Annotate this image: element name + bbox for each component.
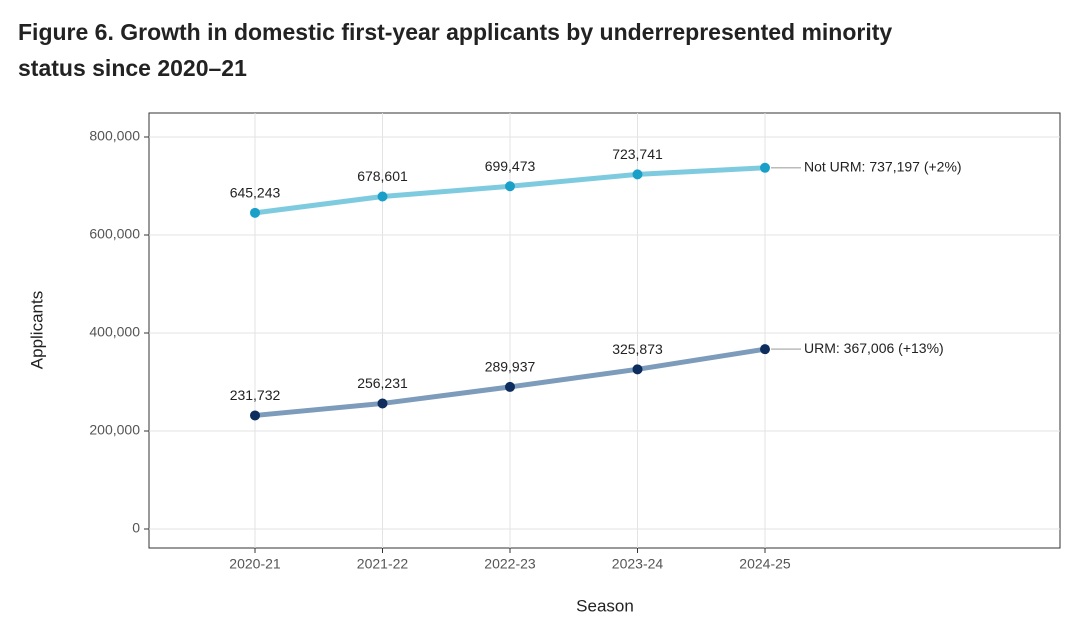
point [377, 191, 388, 202]
y-tick-label: 0 [132, 520, 140, 536]
x-tick-label: 2020-21 [229, 556, 281, 572]
data-label: 256,231 [357, 375, 408, 391]
y-axis-label: Applicants [27, 291, 46, 369]
y-tick-label: 200,000 [89, 422, 140, 438]
point [377, 398, 388, 409]
data-label: 325,873 [612, 341, 663, 357]
point [250, 207, 260, 218]
data-label: 723,741 [612, 146, 663, 162]
data-label: 289,937 [485, 359, 536, 375]
point [250, 410, 260, 421]
data-label: 645,243 [230, 185, 281, 201]
point [632, 169, 643, 180]
chart-title: Figure 6. Growth in domestic first-year … [18, 19, 893, 81]
x-tick-label: 2024-25 [739, 556, 791, 572]
x-tick-label: 2021-22 [357, 556, 409, 572]
point [760, 162, 770, 173]
data-label: 678,601 [357, 168, 408, 184]
y-tick-label: 600,000 [89, 226, 140, 242]
x-tick-label: 2022-23 [484, 556, 536, 572]
point [632, 364, 643, 375]
plot-frame [148, 112, 1061, 549]
point [505, 181, 515, 192]
data-label: 231,732 [230, 387, 281, 403]
x-axis-label: Season [576, 596, 634, 615]
y-tick-label: 800,000 [89, 128, 140, 144]
x-tick-label: 2023-24 [612, 556, 664, 572]
end-label: Not URM: 737,197 (+2%) [804, 158, 962, 174]
data-label: 699,473 [485, 158, 536, 174]
y-tick-label: 400,000 [89, 324, 140, 340]
point [505, 381, 515, 392]
end-label: URM: 367,006 (+13%) [804, 340, 944, 356]
point [760, 344, 770, 355]
